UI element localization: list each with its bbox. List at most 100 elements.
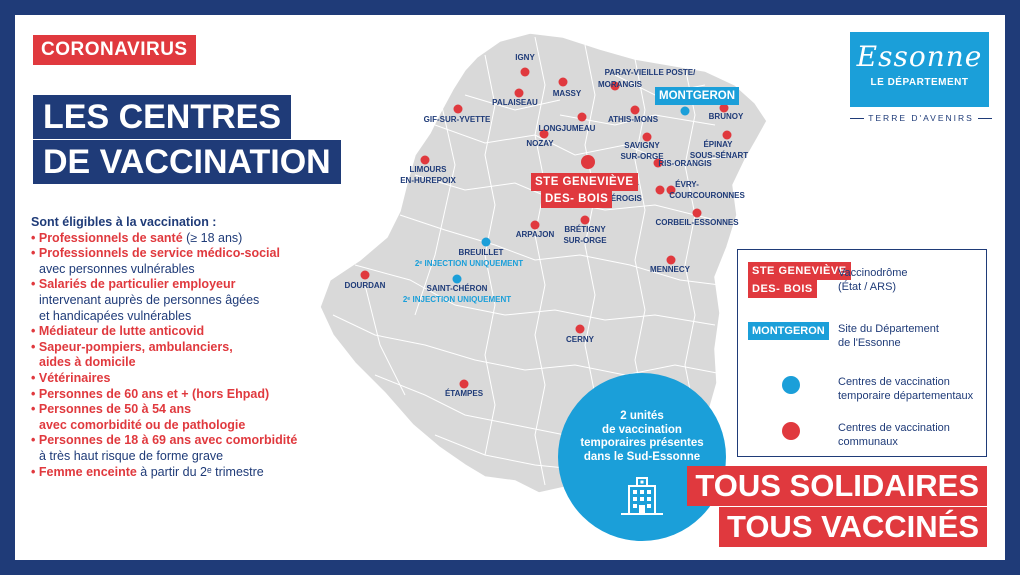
communal-center-dot — [558, 77, 568, 87]
city-label: BRUNOY — [709, 112, 744, 121]
communal-center-dot — [530, 220, 540, 230]
legend-blue-dot-desc: Centres de vaccination temporaire départ… — [838, 375, 973, 403]
eligibility-item: • Personnes de 50 à 54 ans — [31, 402, 351, 418]
city-label-secondary: 2ᵉ INJECTION UNIQUEMENT — [403, 295, 511, 304]
eligibility-item: • Professionnels de service médico-socia… — [31, 246, 351, 262]
city-label: EN-HUREPOIX — [400, 176, 456, 185]
eligibility-item-continuation: avec comorbidité ou de pathologie — [39, 417, 246, 432]
communal-center-dot — [655, 185, 665, 195]
city-label: MENNECY — [650, 265, 691, 274]
eligibility-list: Sont éligibles à la vaccination : • Prof… — [31, 215, 351, 480]
eligibility-item-highlight: Sapeur-pompiers, ambulanciers, — [38, 339, 233, 354]
city-label: MORANGIS — [598, 80, 643, 89]
eligibility-item: • Médiateur de lutte anticovid — [31, 324, 351, 340]
logo-tagline: TERRE D'AVENIRS — [843, 113, 999, 123]
legend: STE GENEVIÈVE DES- BOIS Vaccinodrôme (Ét… — [737, 249, 987, 457]
eligibility-item: • Professionnels de santé (≥ 18 ans) — [31, 231, 351, 247]
departmental-center-dot — [481, 237, 491, 247]
eligibility-item: • Personnes de 18 à 69 ans avec comorbid… — [31, 433, 351, 449]
communal-center-dot — [719, 103, 729, 113]
legend-red-dot-desc-2: communaux — [838, 436, 898, 448]
legend-blue-tag-desc-1: Site du Département — [838, 323, 939, 335]
logo-script: Essonne — [856, 40, 983, 73]
eligibility-item-highlight: Personnes de 18 à 69 ans avec comorbidit… — [38, 433, 298, 448]
city-label: MÉROGIS — [604, 194, 642, 203]
legend-blue-tag-desc: Site du Département de l'Essonne — [838, 322, 939, 350]
bullet-icon: • — [31, 402, 39, 417]
communal-center-dot — [610, 81, 620, 91]
logo-subtitle: LE DÉPARTEMENT — [870, 77, 969, 88]
city-label: MASSY — [553, 89, 582, 98]
bullet-icon: • — [31, 386, 39, 401]
communal-center-dot — [539, 129, 549, 139]
bullet-icon: • — [31, 339, 39, 354]
city-label-secondary: BREUILLET — [459, 248, 504, 257]
slogan-line-2: TOUS VACCINÉS — [718, 507, 987, 547]
eligibility-item-highlight: Professionnels de service médico-social — [38, 246, 280, 261]
communal-center-dot — [577, 112, 587, 122]
legend-blue-tag: MONTGERON — [748, 322, 829, 340]
communal-center-dot — [580, 215, 590, 225]
bullet-icon: • — [31, 370, 39, 385]
communal-center-dot — [420, 155, 430, 165]
communal-center-dot — [581, 155, 595, 169]
city-label: COURCOURONNES — [669, 191, 745, 200]
map-tag-blue: MONTGERON — [655, 87, 740, 105]
eligibility-item-highlight: Salariés de particulier employeur — [38, 277, 236, 292]
bullet-icon: • — [31, 464, 39, 479]
city-label: ATHIS-MONS — [608, 115, 659, 124]
city-label: ÉTAMPES — [445, 389, 484, 398]
title-line-1: LES CENTRES — [33, 95, 292, 139]
circle-line-3: temporaires présentes — [580, 437, 704, 449]
bullet-icon: • — [31, 433, 39, 448]
vaccination-dots — [360, 67, 732, 389]
legend-red-dot — [782, 422, 800, 440]
city-label-secondary: SAINT-CHÉRON — [427, 284, 488, 293]
legend-red-dot-desc: Centres de vaccination communaux — [838, 421, 950, 449]
eligibility-item-continuation: avec personnes vulnérables — [39, 261, 195, 276]
communal-center-dot — [666, 255, 676, 265]
circle-line-4: dans le Sud-Essonne — [583, 450, 701, 463]
departmental-center-dot — [452, 274, 462, 284]
city-label: CORBEIL-ESSONNES — [655, 218, 739, 227]
communal-center-dot — [653, 158, 663, 168]
legend-red-tag-desc-2: (État / ARS) — [838, 281, 897, 293]
legend-red-tag-desc: Vaccinodrôme (État / ARS) — [838, 266, 908, 294]
city-label-secondary: 2ᵉ INJECTION UNIQUEMENT — [415, 259, 523, 268]
eligibility-item-highlight: Professionnels de santé — [38, 230, 183, 245]
communal-center-dot — [666, 185, 676, 195]
city-label: SOUS-SÉNART — [690, 151, 748, 160]
circle-line-2: de vaccination — [602, 423, 682, 436]
city-label: BRÉTIGNY — [564, 225, 606, 234]
communal-center-dot — [514, 88, 524, 98]
eligibility-item-highlight: Personnes de 50 à 54 ans — [38, 402, 192, 417]
city-label: ÉPINAY — [703, 140, 733, 149]
city-label: PARAY-VIEILLE POSTE/ — [605, 68, 696, 77]
eligibility-heading: Sont éligibles à la vaccination : — [31, 215, 217, 229]
city-label: PALAISEAU — [492, 98, 538, 107]
coronavirus-badge: CORONAVIRUS — [33, 35, 196, 65]
city-label: ÉVRY- — [675, 180, 699, 189]
bullet-icon: • — [31, 230, 39, 245]
bullet-icon: • — [31, 324, 39, 339]
city-label: SUR-ORGE — [563, 236, 607, 245]
legend-red-tag-line2: DES- BOIS — [752, 283, 813, 295]
communal-center-dot — [692, 208, 702, 218]
bullet-icon: • — [31, 277, 39, 292]
city-label: DOURDAN — [345, 281, 386, 290]
tagline-text: TERRE D'AVENIRS — [868, 113, 974, 123]
communal-center-dot — [642, 132, 652, 142]
departmental-center-dot — [680, 106, 690, 116]
communal-center-dot — [459, 379, 469, 389]
city-label: CERNY — [566, 335, 595, 344]
legend-red-dot-desc-1: Centres de vaccination — [838, 422, 950, 434]
eligibility-item-highlight: Vétérinaires — [38, 370, 111, 385]
eligibility-item-rest: (≥ 18 ans) — [182, 230, 243, 245]
city-label: LIMOURS — [410, 165, 448, 174]
city-label: GIF-SUR-YVETTE — [424, 115, 491, 124]
infographic-canvas: IGNY PALAISEAU MASSY PARAY-VIEILLE POSTE/MO… — [15, 15, 1005, 560]
communal-center-dot — [722, 130, 732, 140]
city-label: NOZAY — [526, 139, 554, 148]
city-label: IGNY — [515, 53, 535, 62]
